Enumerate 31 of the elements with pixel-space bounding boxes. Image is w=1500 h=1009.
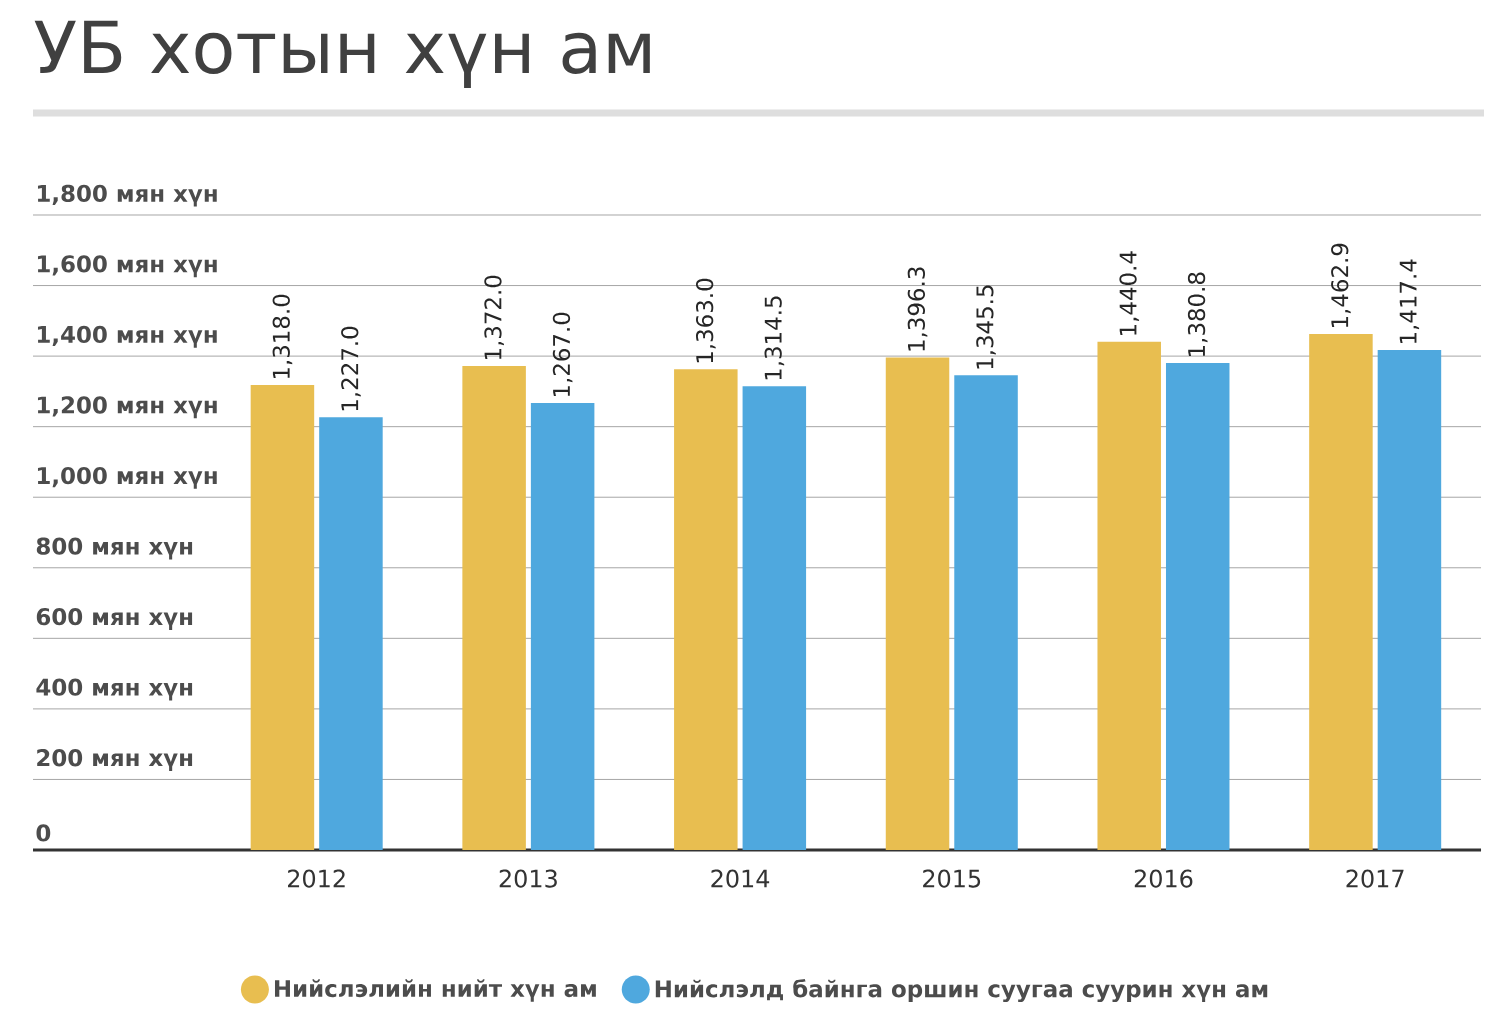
y-tick-label: 1,200 мян хүн — [37, 396, 217, 419]
data-label: 1,417.4 — [1399, 259, 1420, 344]
data-label: 1,372.0 — [484, 275, 504, 360]
y-tick-label: 1,000 мян хүн — [37, 466, 217, 489]
y-tick-label: 1,800 мян хүн — [37, 184, 217, 207]
data-label: 1,440.4 — [1119, 251, 1140, 335]
legend-label: Нийслэлийн нийт хүн ам — [274, 979, 596, 1002]
x-tick-label: 2017 — [1346, 869, 1404, 888]
x-tick-label: 2012 — [288, 869, 345, 888]
legend-label: Нийслэлд байнга оршин суугаа суурин хүн ам — [655, 979, 1268, 1003]
x-tick-label: 2015 — [923, 869, 981, 888]
y-tick-label: 1,600 мян хүн — [37, 255, 217, 278]
y-tick-label: 1,400 мян хүн — [37, 325, 217, 348]
y-tick-label: 400 мян хүн — [36, 678, 193, 701]
y-tick-label: 0 — [36, 824, 51, 842]
chart-title: УБ хотын хүн ам — [34, 20, 650, 88]
data-label: 1,396.3 — [907, 267, 928, 351]
x-tick-label: 2016 — [1134, 869, 1193, 888]
data-label: 1,267.0 — [552, 312, 573, 397]
y-tick-label: 600 мян хүн — [36, 608, 193, 630]
data-label: 1,318.0 — [272, 294, 293, 379]
data-label: 1,363.0 — [695, 278, 716, 363]
y-tick-label: 200 мян хүн — [37, 749, 193, 772]
data-label: 1,462.9 — [1331, 243, 1351, 327]
data-label: 1,227.0 — [341, 326, 361, 411]
data-label: 1,380.8 — [1187, 272, 1208, 356]
data-label: 1,345.5 — [976, 285, 996, 369]
y-tick-label: 800 мян хүн — [36, 537, 193, 560]
x-tick-label: 2014 — [711, 869, 770, 888]
data-label: 1,314.5 — [764, 296, 785, 380]
x-tick-label: 2013 — [499, 869, 557, 888]
